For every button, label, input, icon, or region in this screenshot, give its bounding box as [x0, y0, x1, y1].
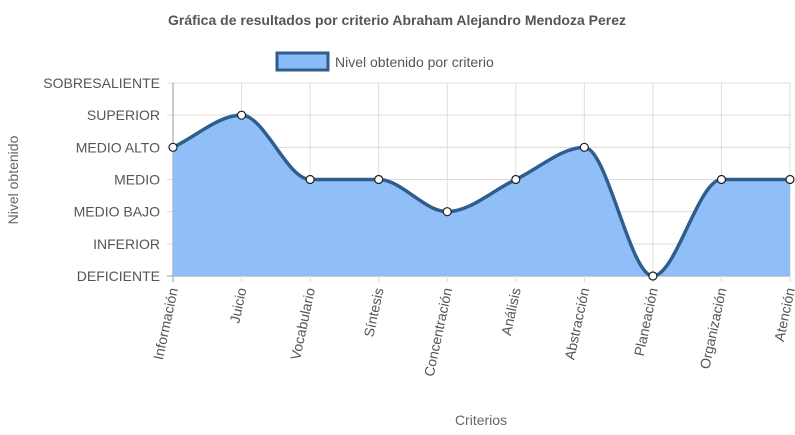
y-tick-label: SOBRESALIENTE: [43, 75, 160, 91]
y-tick-label: SUPERIOR: [87, 107, 160, 123]
data-point[interactable]: [442, 207, 452, 217]
data-point[interactable]: [168, 142, 178, 152]
series-line: [172, 113, 790, 278]
data-point[interactable]: [305, 174, 315, 185]
y-tick-label: INFERIOR: [93, 236, 160, 252]
x-tick-label: Juicio: [226, 286, 249, 325]
x-tick-label: Abstracción: [561, 286, 592, 361]
y-tick-label: DEFICIENTE: [77, 268, 160, 284]
data-point[interactable]: [648, 271, 658, 281]
chart-title: Gráfica de resultados por criterio Abrah…: [168, 12, 626, 28]
x-axis-title: Criterios: [455, 412, 507, 428]
data-point[interactable]: [374, 174, 384, 185]
y-axis-title: Nivel obtenido: [5, 135, 21, 224]
data-point[interactable]: [716, 174, 727, 185]
x-tick-label: Información: [150, 286, 181, 361]
x-tick-label: Organización: [697, 286, 730, 370]
data-point[interactable]: [511, 174, 521, 185]
y-tick-label: MEDIO BAJO: [74, 204, 160, 220]
x-tick-label: Planeación: [631, 286, 661, 357]
x-tick-label: Concentración: [421, 286, 455, 378]
legend[interactable]: Nivel obtenido por criterio: [275, 51, 494, 72]
legend-swatch: [275, 51, 330, 72]
y-tick-label: MEDIO ALTO: [76, 139, 160, 155]
data-point[interactable]: [785, 174, 795, 185]
x-tick-label: Vocabulario: [287, 286, 318, 361]
data-point[interactable]: [579, 142, 589, 152]
legend-label[interactable]: Nivel obtenido por criterio: [335, 54, 494, 70]
x-axis-ticks: Información Juicio Vocabulario Síntesis Conc…: [150, 286, 795, 378]
series-area: [173, 115, 790, 277]
series-layer: [168, 110, 795, 281]
x-tick-label: Análisis: [498, 286, 524, 337]
y-tick-label: MEDIO: [114, 172, 160, 188]
x-tick-label: Síntesis: [361, 286, 387, 338]
y-axis-ticks: DEFICIENTE INFERIOR MEDIO BAJO MEDIO MEDIO A…: [43, 75, 160, 284]
x-tick-label: Atención: [771, 286, 795, 343]
data-point[interactable]: [236, 110, 247, 120]
